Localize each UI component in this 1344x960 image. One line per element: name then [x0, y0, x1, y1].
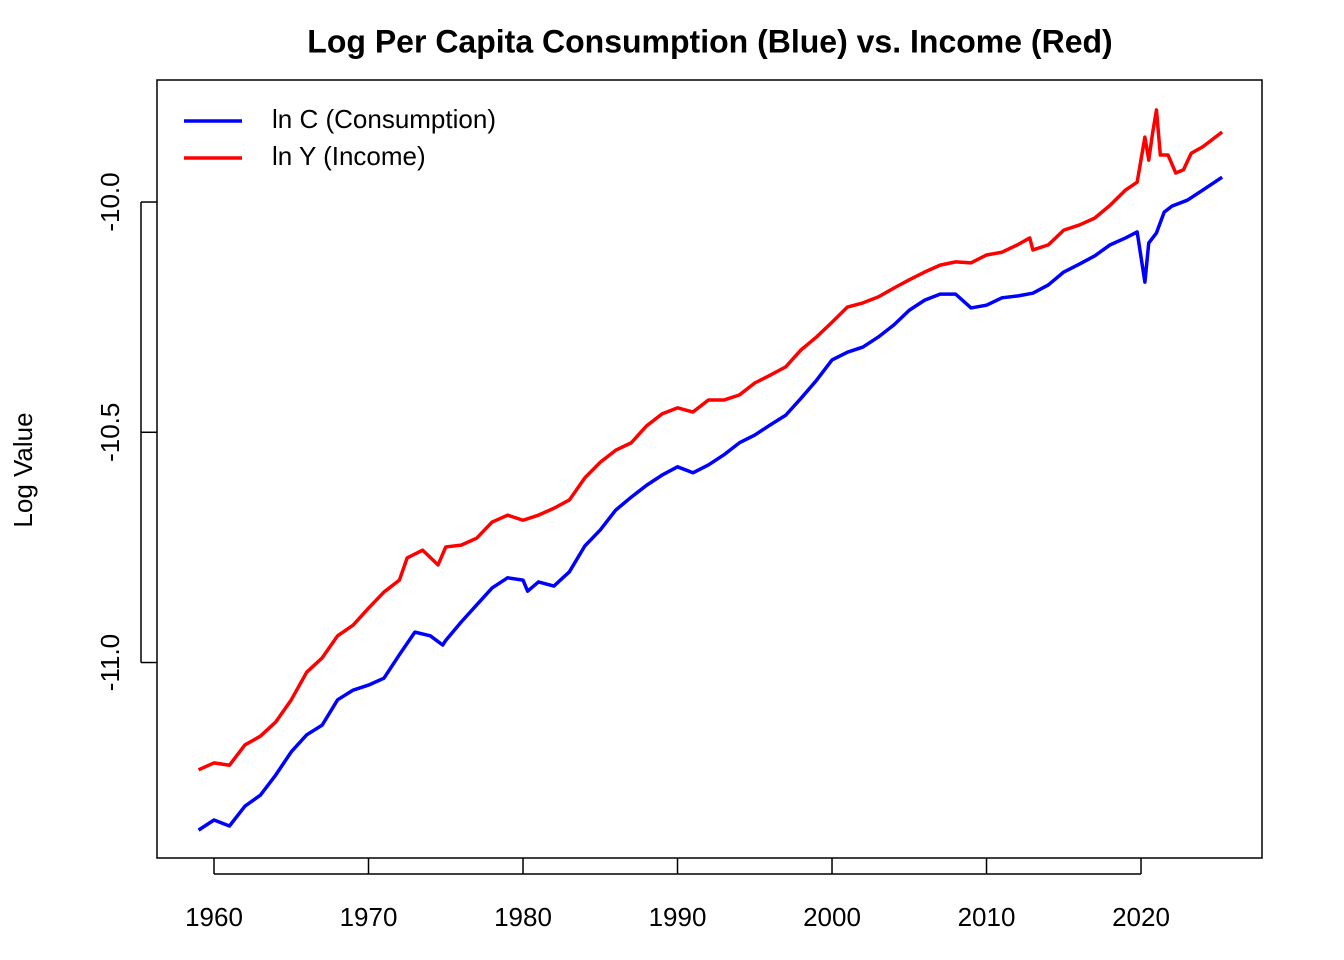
x-tick-label: 2020	[1112, 902, 1170, 932]
y-tick-label: -10.0	[95, 172, 125, 231]
chart-title: Log Per Capita Consumption (Blue) vs. In…	[307, 23, 1112, 59]
y-tick-label: -10.5	[95, 403, 125, 462]
series-line	[197, 108, 1224, 772]
y-tick-label: -11.0	[95, 634, 125, 691]
y-axis-label: Log Value	[8, 412, 38, 527]
x-tick-label: 2010	[958, 902, 1016, 932]
x-tick-label: 1990	[649, 902, 707, 932]
x-tick-label: 1980	[494, 902, 552, 932]
x-tick-label: 1970	[340, 902, 398, 932]
x-tick-label: 2000	[803, 902, 861, 932]
legend-label: ln Y (Income)	[272, 141, 426, 171]
plot-frame	[156, 79, 1263, 859]
legend-label: ln C (Consumption)	[272, 104, 496, 134]
x-tick-label: 1960	[185, 902, 243, 932]
series-line	[197, 175, 1224, 832]
